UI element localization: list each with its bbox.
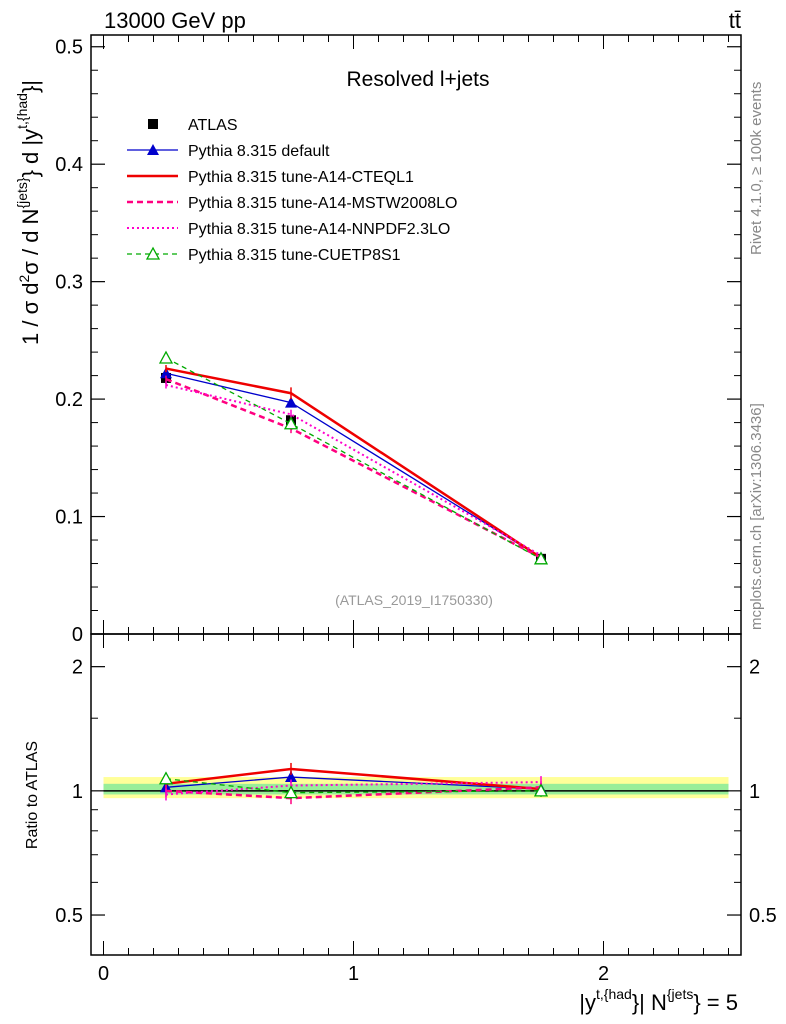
ratio-y-tick-label: 1 <box>72 781 83 803</box>
y-tick-label: 0.2 <box>55 389 83 411</box>
rivet-version-label: Rivet 4.1.0, ≥ 100k events <box>748 82 765 255</box>
y-axis-title: 1 / σ d2σ / d N{jets}} d |yt,{had}| <box>14 80 43 345</box>
legend-marker-cuetp <box>145 246 161 260</box>
series-line-mstw <box>165 377 542 559</box>
analysis-id: (ATLAS_2019_I1750330) <box>335 592 493 608</box>
process-label: tt̄ <box>729 8 741 33</box>
data-point-default <box>285 396 297 408</box>
ratio-point-default <box>285 771 297 783</box>
y-tick-label: 0 <box>72 624 83 646</box>
mcplots-credit-label: mcplots.cern.ch [arXiv:1306.3436] <box>748 403 765 630</box>
y-tick-label: 0.3 <box>55 272 83 294</box>
ratio-line-cuetp <box>165 778 542 794</box>
svg-text:1 / σ d2σ / d N{jets}} d |yt,{: 1 / σ d2σ / d N{jets}} d |yt,{had}| <box>14 80 43 345</box>
x-tick-label: 0 <box>98 963 109 985</box>
data-point-cuetp <box>283 416 299 430</box>
ratio-y-tick-label: 2 <box>72 657 83 679</box>
legend-label-cteql1: Pythia 8.315 tune-A14-CTEQL1 <box>188 169 414 186</box>
data-point-cuetp <box>533 551 549 565</box>
svg-text:|yt,{had}| N{jets} = 5: |yt,{had}| N{jets} = 5 <box>579 986 738 1015</box>
main-series <box>158 350 549 565</box>
axis-ticks: 0 0.1 0.2 0.3 0.4 0.5 0 1 2 0.5 0.5 1 1 2 2 <box>55 35 777 985</box>
legend-label-cuetp: Pythia 8.315 tune-CUETP8S1 <box>188 247 401 264</box>
energy-label: 13000 GeV pp <box>104 8 246 33</box>
legend-label-nnpdf: Pythia 8.315 tune-A14-NNPDF2.3LO <box>188 221 450 238</box>
ratio-plot-frame <box>90 633 742 956</box>
legend-marker-default <box>147 144 159 155</box>
ratio-point-cuetp <box>533 783 549 797</box>
y-tick-label: 0.5 <box>55 37 83 59</box>
x-tick-label: 1 <box>348 963 359 985</box>
panel-title: Resolved l+jets <box>347 68 490 91</box>
ratio-y-axis-title: Ratio to ATLAS <box>24 741 41 849</box>
x-axis-title: |yt,{had}| N{jets} = 5 <box>579 986 738 1015</box>
ratio-y-tick-label-right: 2 <box>749 657 760 679</box>
ratio-point-cuetp <box>158 771 174 785</box>
x-tick-label: 2 <box>598 963 609 985</box>
ratio-inner-band <box>103 783 729 795</box>
legend-marker-atlas <box>148 119 158 129</box>
legend-label-mstw: Pythia 8.315 tune-A14-MSTW2008LO <box>188 195 457 212</box>
legend-label-default: Pythia 8.315 default <box>188 143 330 160</box>
ratio-y-tick-label-right: 1 <box>749 781 760 803</box>
ratio-point-cuetp <box>283 785 299 799</box>
data-point-default <box>160 367 172 379</box>
y-tick-label: 0.1 <box>55 507 83 529</box>
ratio-series <box>158 762 549 805</box>
legend-label-atlas: ATLAS <box>188 117 238 134</box>
ratio-y-tick-label: 0.5 <box>55 905 83 927</box>
ratio-y-tick-label-right: 0.5 <box>749 905 777 927</box>
data-point-cuetp <box>158 350 174 364</box>
y-tick-label: 0.4 <box>55 154 83 176</box>
legend: ATLAS Pythia 8.315 default Pythia 8.315 tu… <box>127 117 457 264</box>
series-line-cuetp <box>165 357 542 560</box>
